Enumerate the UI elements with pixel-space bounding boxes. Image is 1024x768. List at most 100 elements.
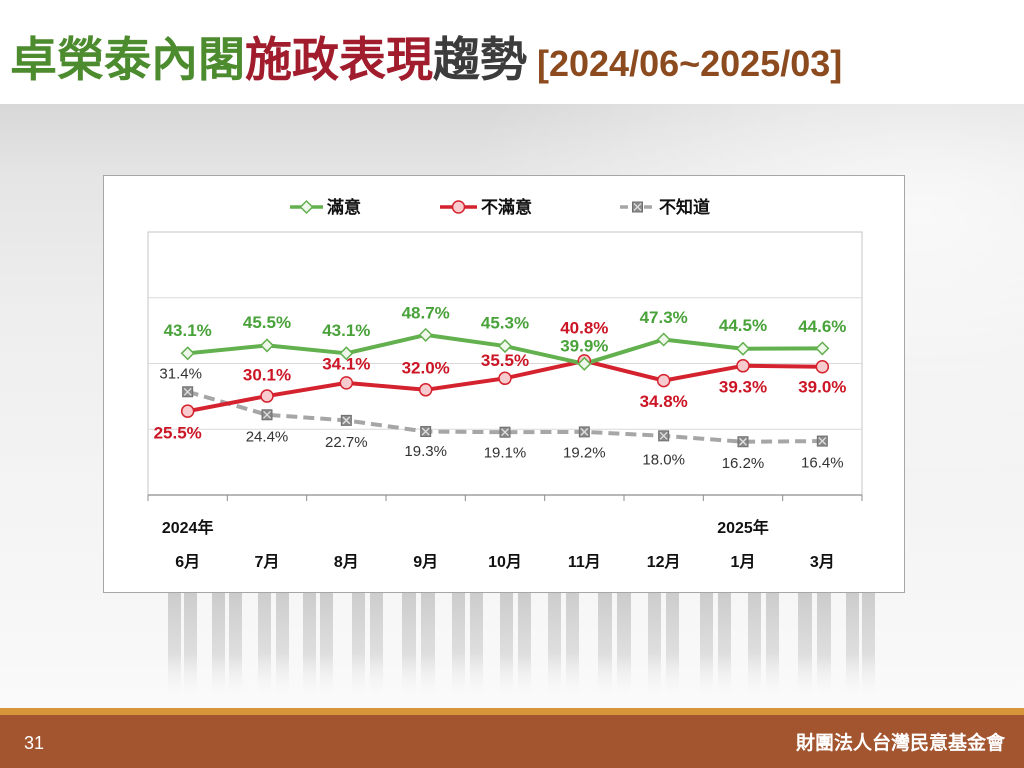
satisfied-marker xyxy=(180,346,195,361)
satisfied-data-label: 43.1% xyxy=(322,321,370,340)
diamond-shape xyxy=(339,346,354,361)
dissatisfied-data-label: 34.8% xyxy=(640,392,688,411)
leg-silhouette xyxy=(700,581,713,694)
leg-silhouette xyxy=(548,576,561,694)
dont-know-data-label: 19.3% xyxy=(404,443,447,460)
legend-marker xyxy=(632,201,643,213)
leg-silhouette xyxy=(320,580,333,694)
leg-silhouette xyxy=(303,580,316,694)
x-tick-label: 9月 xyxy=(413,553,438,571)
dont-know-marker xyxy=(420,426,432,438)
diamond-shape xyxy=(735,341,751,356)
dissatisfied-marker xyxy=(180,404,195,418)
diamond-shape xyxy=(259,338,275,353)
x-shape xyxy=(421,427,430,436)
dont-know-data-label: 22.7% xyxy=(325,434,368,451)
dont-know-marker xyxy=(658,430,670,442)
satisfied-marker xyxy=(259,338,275,353)
dont-know-marker xyxy=(578,426,590,438)
year-label: 2024年 xyxy=(162,518,214,537)
circle-shape xyxy=(418,383,433,397)
x-tick-label: 8月 xyxy=(334,553,359,571)
circle-shape xyxy=(260,389,274,403)
legend-label: 不知道 xyxy=(659,197,710,217)
dissatisfied-data-label: 40.8% xyxy=(560,318,608,337)
leg-silhouette xyxy=(766,578,779,694)
chart-svg: 6月 7月 8月 9月 10月 11月 12月 1月 3月 2024年 2025年 滿意 不滿意 不知道 4… xyxy=(103,175,905,593)
title-part-cabinet: 卓榮泰內閣 xyxy=(10,33,245,88)
slide-title: 卓榮泰內閣施政表現趨勢 [2024/06~2025/03] xyxy=(10,30,842,92)
dont-know-line xyxy=(187,389,823,444)
satisfied-marker xyxy=(497,339,513,354)
leg-silhouette xyxy=(666,577,679,694)
x-shape xyxy=(659,431,668,440)
x-tick-label: 11月 xyxy=(568,553,601,571)
x-tick-label: 12月 xyxy=(647,553,681,571)
diamond-shape xyxy=(815,341,830,356)
diamond-shape xyxy=(180,346,195,361)
satisfied-marker xyxy=(735,341,751,356)
x-tick-label: 10月 xyxy=(488,553,522,571)
satisfied-marker xyxy=(656,332,671,347)
leg-silhouette xyxy=(168,579,181,694)
dissatisfied-data-label: 30.1% xyxy=(243,366,291,385)
x-shape xyxy=(633,203,642,211)
satisfied-marker xyxy=(339,346,354,361)
title-part-trend: 趨勢 xyxy=(433,33,527,88)
dont-know-data-label: 18.0% xyxy=(642,451,685,468)
dont-know-data-label: 16.2% xyxy=(722,455,765,472)
legend-label: 不滿意 xyxy=(481,197,532,217)
legend-marker xyxy=(299,199,314,215)
leg-silhouette xyxy=(598,580,612,694)
x-tick-label: 6月 xyxy=(175,553,200,571)
leg-silhouette xyxy=(402,581,416,694)
leg-silhouette xyxy=(184,579,197,694)
leg-silhouette xyxy=(566,576,579,694)
diamond-shape xyxy=(497,339,513,354)
dont-know-marker xyxy=(737,436,749,448)
leg-silhouette xyxy=(229,582,242,694)
title-date-range: [2024/06~2025/03] xyxy=(537,43,843,84)
leg-silhouette xyxy=(748,578,761,694)
x-tick-label: 1月 xyxy=(731,553,756,571)
title-part-performance: 施政表現 xyxy=(245,33,433,88)
satisfied-data-label: 48.7% xyxy=(402,303,450,322)
x-shape xyxy=(818,437,827,446)
dont-know-data-label: 16.4% xyxy=(801,455,844,472)
diamond-shape xyxy=(418,327,433,342)
x-tick-label: 3月 xyxy=(810,553,835,571)
dont-know-marker xyxy=(261,409,273,421)
leg-silhouette xyxy=(846,579,859,694)
page-number: 31 xyxy=(24,733,45,753)
dissatisfied-data-label: 35.5% xyxy=(481,351,529,370)
x-shape xyxy=(580,427,589,436)
dissatisfied-marker xyxy=(736,359,750,373)
circle-shape xyxy=(736,359,750,373)
leg-silhouette xyxy=(470,578,483,694)
leg-silhouette xyxy=(421,581,435,694)
leg-silhouette xyxy=(370,577,383,694)
dont-know-data-label: 19.2% xyxy=(563,444,606,461)
legend-label: 滿意 xyxy=(327,197,361,217)
leg-silhouette xyxy=(817,582,831,694)
satisfied-data-label: 44.6% xyxy=(798,317,846,336)
satisfied-marker xyxy=(418,327,433,342)
satisfied-data-label: 39.9% xyxy=(560,336,608,355)
dissatisfied-marker xyxy=(260,389,274,403)
slide-footer: 31 財團法人台灣民意基金會 xyxy=(0,708,1024,768)
legend-item-dont-know: 不知道 xyxy=(620,197,710,217)
diamond-shape xyxy=(656,332,671,347)
leg-silhouette xyxy=(500,582,513,694)
dissatisfied-data-label: 39.3% xyxy=(719,377,767,396)
leg-silhouette xyxy=(352,577,365,694)
dissatisfied-data-label: 39.0% xyxy=(798,377,846,396)
dont-know-data-label: 19.1% xyxy=(484,445,527,462)
legend-item-dissatisfied: 不滿意 xyxy=(440,197,532,217)
leg-silhouette xyxy=(258,576,271,694)
satisfied-marker xyxy=(815,341,830,356)
year-label: 2025年 xyxy=(717,518,769,537)
dont-know-data-label: 31.4% xyxy=(159,365,202,382)
satisfied-data-label: 43.1% xyxy=(164,321,212,340)
dont-know-data-label: 24.4% xyxy=(246,428,289,445)
slide-header: 卓榮泰內閣施政表現趨勢 [2024/06~2025/03] xyxy=(0,0,1024,104)
